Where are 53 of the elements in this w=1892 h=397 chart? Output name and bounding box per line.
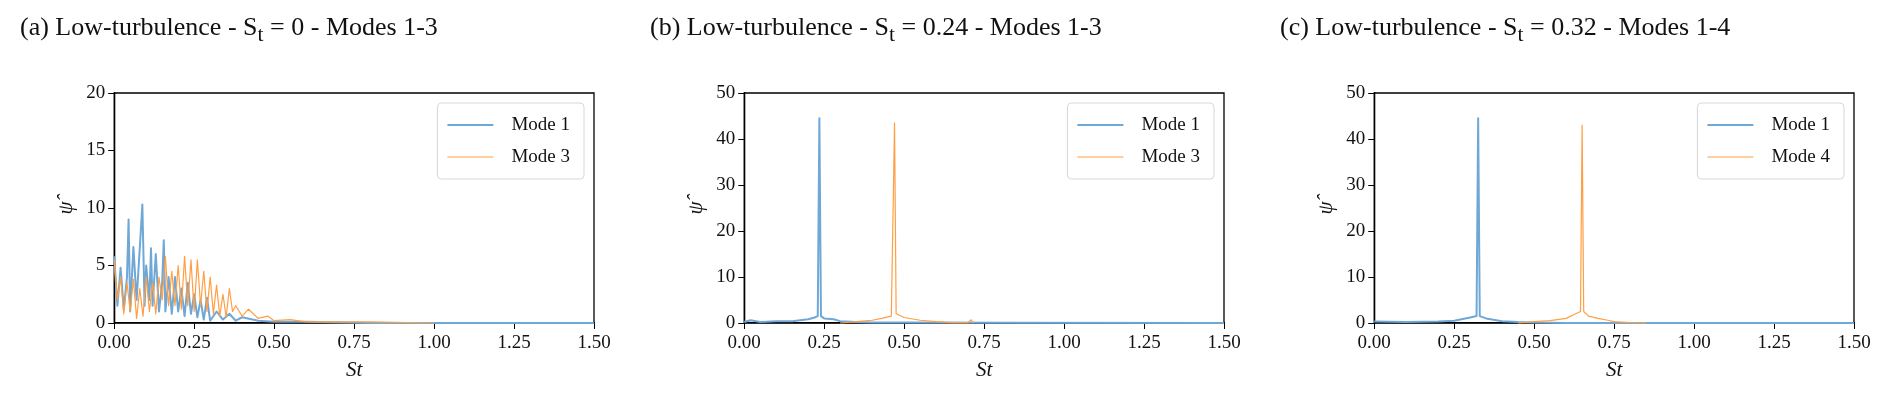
y-tick-label: 50 xyxy=(716,80,736,102)
y-axis-title: ψ̂ xyxy=(1313,193,1338,215)
x-tick-label: 1.00 xyxy=(1677,331,1711,353)
x-tick-label: 0.00 xyxy=(97,331,131,353)
x-tick-label: 0.00 xyxy=(727,331,761,353)
x-tick-label: 0.75 xyxy=(1597,331,1631,353)
y-tick-label: 50 xyxy=(1346,80,1366,102)
y-tick-label: 0 xyxy=(1355,310,1366,332)
legend-label: Mode 4 xyxy=(1771,144,1831,166)
y-tick-label: 20 xyxy=(716,218,736,240)
chart-title: (c) Low-turbulence - S$_{t}$ = 0.32 - Modes 1-4 xyxy=(1280,12,1731,48)
chart-title: (a) Low-turbulence - S$_{t}$ = 0 - Modes 1-3 xyxy=(20,12,438,48)
legend-label: Mode 3 xyxy=(1141,144,1200,166)
y-tick-label: 40 xyxy=(1346,126,1366,148)
x-tick-label: 1.00 xyxy=(417,331,451,353)
x-tick-label: 0.25 xyxy=(807,331,841,353)
x-axis-title: St xyxy=(1605,356,1624,381)
y-tick-label: 10 xyxy=(1346,264,1366,286)
x-tick-label: 1.25 xyxy=(1127,331,1161,353)
y-tick-label: 10 xyxy=(86,195,106,217)
y-tick-label: 0 xyxy=(725,310,736,332)
y-tick-label: 15 xyxy=(86,138,106,160)
x-tick-label: 1.25 xyxy=(1757,331,1791,353)
x-tick-label: 1.50 xyxy=(1837,331,1871,353)
x-tick-label: 0.50 xyxy=(1517,331,1551,353)
y-tick-label: 30 xyxy=(716,172,736,194)
y-tick-label: 0 xyxy=(95,310,106,332)
x-tick-label: 0.50 xyxy=(887,331,921,353)
y-tick-label: 5 xyxy=(95,253,106,275)
x-tick-label: 0.75 xyxy=(337,331,371,353)
y-tick-label: 20 xyxy=(86,80,106,102)
y-axis-title: ψ̂ xyxy=(683,193,708,215)
x-tick-label: 0.25 xyxy=(177,331,211,353)
y-tick-label: 20 xyxy=(1346,218,1366,240)
chart-title: (b) Low-turbulence - S$_{t}$ = 0.24 - Modes 1-3 xyxy=(650,12,1102,48)
y-tick-label: 30 xyxy=(1346,172,1366,194)
x-tick-label: 1.50 xyxy=(577,331,611,353)
x-tick-label: 0.25 xyxy=(1437,331,1471,353)
x-tick-label: 0.00 xyxy=(1357,331,1391,353)
y-axis-title: ψ̂ xyxy=(53,193,78,215)
x-tick-label: 0.75 xyxy=(967,331,1001,353)
y-tick-label: 10 xyxy=(716,264,736,286)
x-axis-title: St xyxy=(975,356,994,381)
legend-label: Mode 1 xyxy=(511,112,570,134)
x-tick-label: 0.50 xyxy=(257,331,291,353)
y-tick-label: 40 xyxy=(716,126,736,148)
legend-label: Mode 1 xyxy=(1141,112,1200,134)
x-tick-label: 1.25 xyxy=(497,331,531,353)
x-tick-label: 1.50 xyxy=(1207,331,1241,353)
legend-label: Mode 3 xyxy=(511,144,570,166)
x-tick-label: 1.00 xyxy=(1047,331,1081,353)
x-axis-title: St xyxy=(345,356,364,381)
legend-label: Mode 1 xyxy=(1771,112,1830,134)
